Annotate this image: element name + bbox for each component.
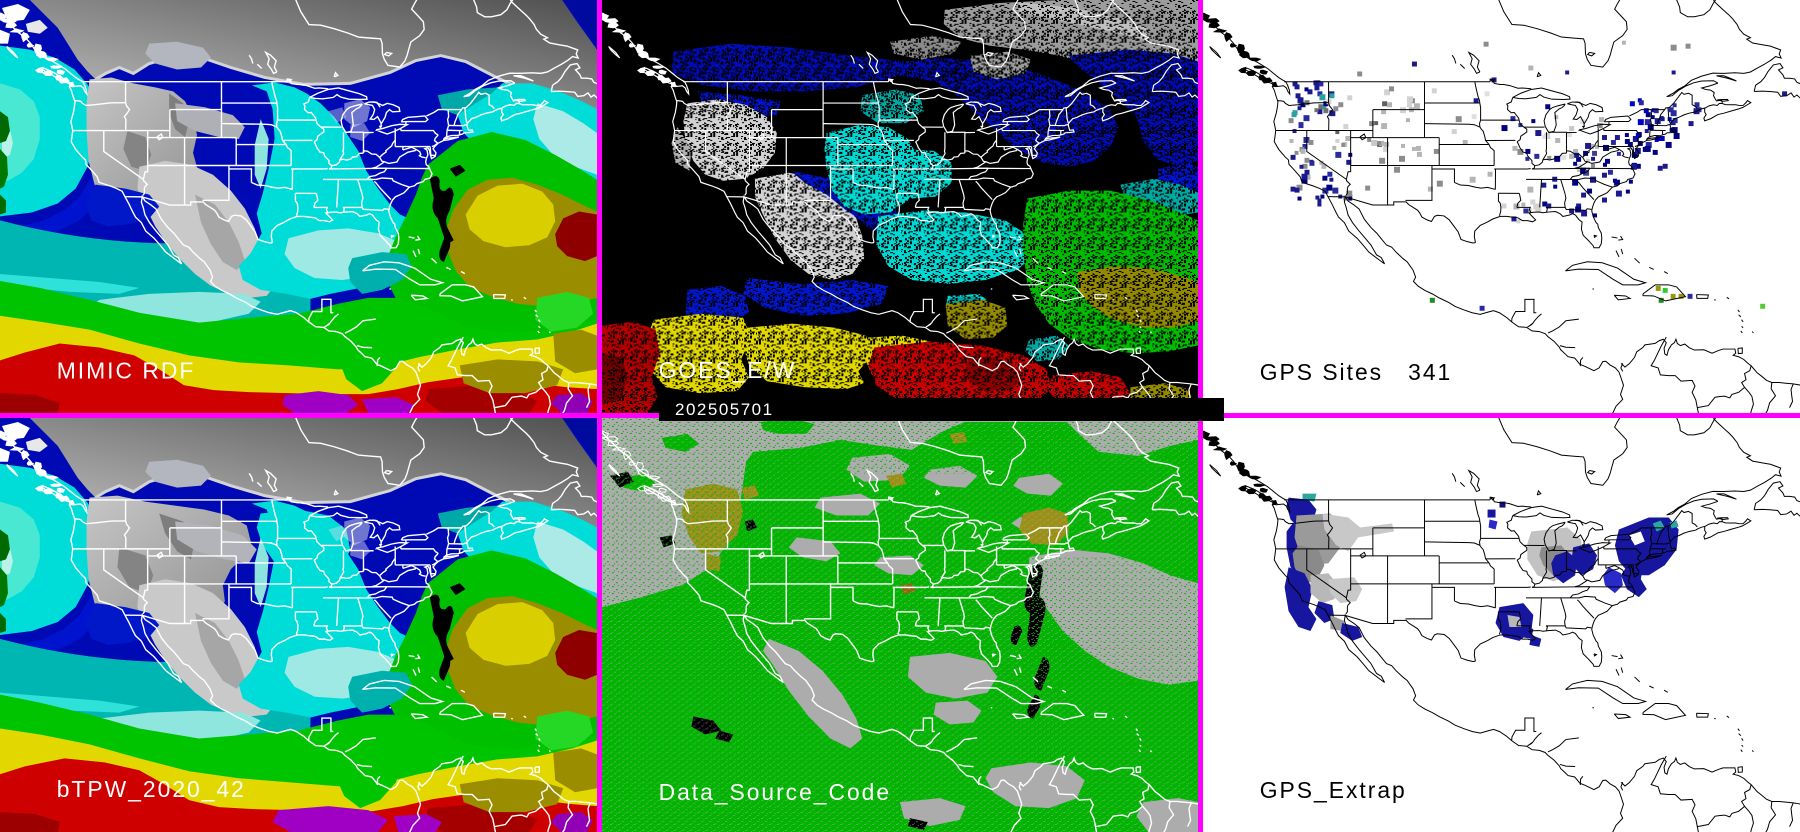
- svg-text:GPS_Extrap: GPS_Extrap: [1260, 777, 1407, 803]
- svg-text:MIMIC RDF: MIMIC RDF: [57, 357, 196, 383]
- svg-text:GPS Sites 341: GPS Sites 341: [1260, 359, 1453, 385]
- svg-text:GOES_E/W: GOES_E/W: [659, 357, 797, 383]
- svg-text:bTPW_2020_42: bTPW_2020_42: [57, 776, 246, 802]
- svg-text:Data_Source_Code: Data_Source_Code: [659, 779, 891, 805]
